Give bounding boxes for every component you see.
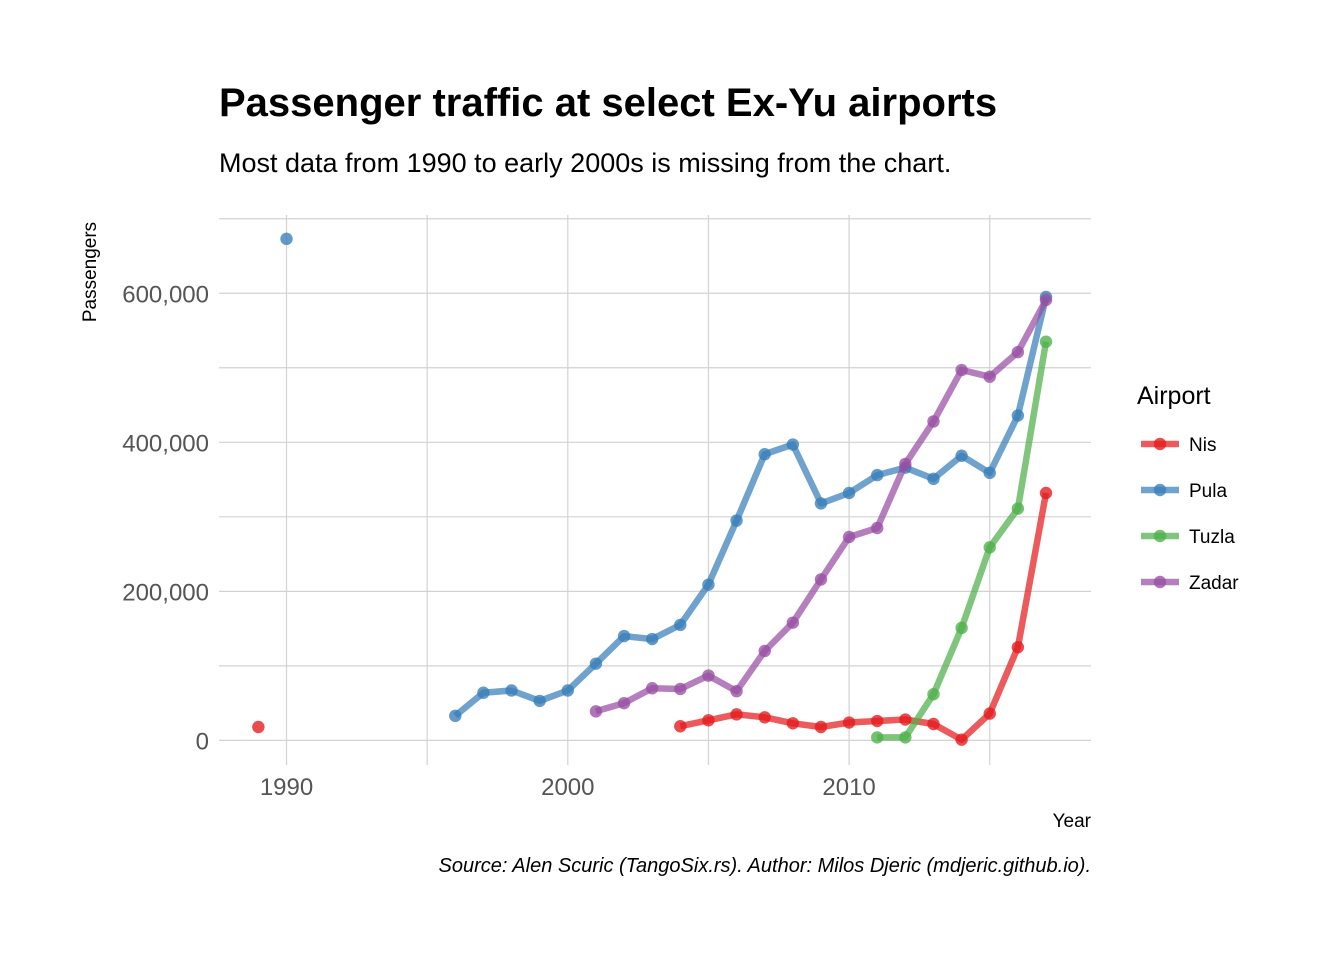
data-point-zadar [955,363,968,377]
data-point-pula [589,657,603,670]
data-point-nis [758,711,771,724]
data-point-pula [533,694,546,708]
data-point-tuzla [1039,335,1053,348]
data-point-zadar [617,696,631,710]
data-point-nis [899,713,912,726]
chart-subtitle: Most data from 1990 to early 2000s is mi… [219,148,951,178]
data-point-pula [730,514,743,527]
data-point-pula [842,486,856,500]
data-point-pula [280,232,293,246]
x-tick-label: 1990 [260,774,313,801]
data-point-zadar [645,682,659,695]
series-pula [280,232,1053,723]
y-axis-ticks: 0 200,000 400,000 600,000 [122,281,209,755]
data-point-pula [702,578,715,591]
legend-item-tuzla: Tuzla [1141,527,1235,548]
data-point-zadar [674,682,687,696]
data-point-nis [730,708,743,721]
data-point-zadar [927,415,940,428]
legend-key-point [1153,575,1167,589]
series-zadar [589,293,1053,718]
data-point-nis [983,707,996,720]
data-point-nis [702,714,715,727]
data-point-nis [252,720,265,734]
legend-item-pula: Pula [1141,481,1227,502]
x-axis-ticks: 1990 2000 2010 [260,774,876,801]
series-line-pula [453,296,1050,719]
chart-caption: Source: Alen Scuric (TangoSix.rs). Autho… [439,855,1091,877]
data-point-pula [871,468,884,482]
legend-key-point [1153,437,1167,451]
data-point-tuzla [983,541,996,554]
data-point-nis [842,716,856,729]
data-point-zadar [1039,293,1053,307]
data-point-tuzla [1011,502,1025,515]
data-point-nis [674,720,687,733]
data-point-zadar [871,521,884,535]
data-point-zadar [899,457,912,471]
legend-items: Nis Pula Tuzla Zadar [1141,435,1239,594]
legend-label: Pula [1189,481,1227,502]
data-point-nis [927,717,940,731]
data-point-pula [983,466,996,480]
data-point-pula [814,497,828,510]
data-point-pula [645,632,659,646]
legend-title: Airport [1137,382,1211,410]
legend-label: Nis [1189,435,1216,456]
data-point-pula [449,709,462,723]
data-point-zadar [842,530,856,544]
data-point-zadar [983,370,996,383]
data-point-pula [477,686,490,699]
y-tick-label: 400,000 [122,430,209,457]
data-point-zadar [814,573,828,586]
data-point-nis [871,714,884,728]
data-point-pula [758,448,771,461]
legend-label: Zadar [1189,573,1239,594]
data-point-nis [786,717,800,730]
data-point-pula [674,618,687,632]
x-axis-title: Year [1053,811,1092,832]
data-point-tuzla [871,731,884,744]
y-tick-label: 0 [196,728,209,755]
y-tick-label: 200,000 [122,579,209,606]
data-point-pula [927,472,940,486]
data-point-tuzla [899,731,912,744]
legend-key-point [1153,529,1167,543]
data-point-pula [1011,409,1025,422]
y-tick-label: 600,000 [122,281,209,308]
legend-item-zadar: Zadar [1141,573,1239,594]
y-axis-title: Passengers [80,222,101,322]
data-point-zadar [1011,345,1025,359]
data-point-nis [814,720,828,734]
x-tick-label: 2000 [541,774,594,801]
data-point-pula [505,684,518,697]
data-point-pula [786,438,800,451]
data-point-tuzla [927,688,940,701]
series-group [252,232,1053,746]
chart-title: Passenger traffic at select Ex-Yu airpor… [219,81,997,125]
data-point-pula [561,684,574,697]
data-point-zadar [758,644,771,658]
legend-key-point [1153,483,1167,497]
series-tuzla [871,335,1053,744]
data-point-zadar [730,685,743,698]
data-point-zadar [786,616,800,629]
legend: Airport Nis Pula Tuzla Zadar [1137,382,1239,594]
series-nis [252,486,1053,746]
legend-label: Tuzla [1189,527,1235,548]
gridlines [219,215,1091,765]
data-point-zadar [589,705,603,718]
data-point-pula [617,629,631,643]
data-point-tuzla [955,621,968,635]
data-point-nis [955,733,968,746]
legend-item-nis: Nis [1141,435,1216,456]
data-point-nis [1011,641,1025,654]
data-point-pula [955,449,968,462]
x-tick-label: 2010 [822,774,875,801]
data-point-nis [1039,486,1053,500]
data-point-zadar [702,669,715,682]
